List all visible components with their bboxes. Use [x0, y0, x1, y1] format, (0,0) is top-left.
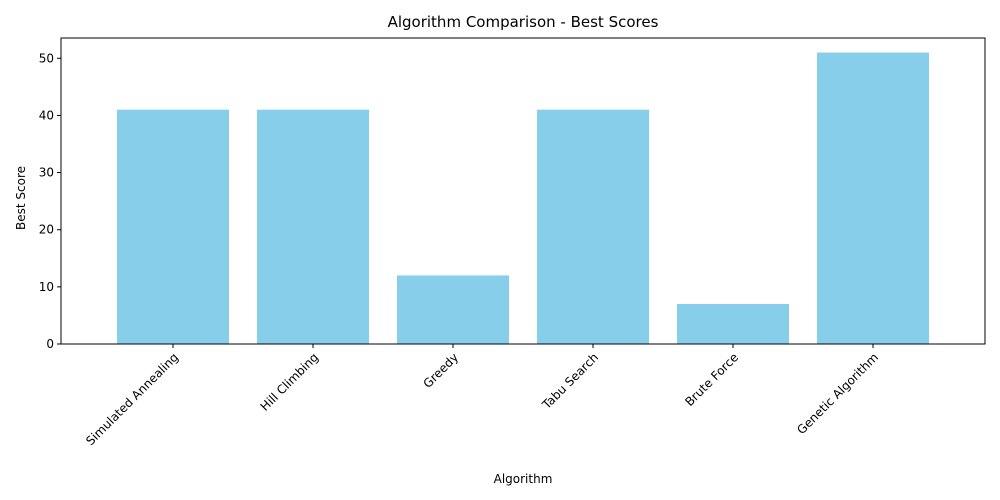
y-tick-label: 50	[39, 51, 54, 65]
y-tick-label: 10	[39, 280, 54, 294]
x-tick-label: Simulated Annealing	[83, 350, 181, 448]
x-tick-label: Brute Force	[682, 350, 741, 409]
bar-simulated-annealing	[117, 109, 229, 345]
y-axis-label: Best Score	[14, 166, 28, 230]
bar-greedy	[397, 275, 509, 344]
axes-frame	[60, 37, 986, 345]
x-tick-label: Tabu Search	[539, 350, 601, 412]
y-tick-label: 40	[39, 108, 54, 122]
bars-group	[117, 52, 929, 345]
y-tick-label: 20	[39, 223, 54, 237]
y-tick-label: 30	[39, 166, 54, 180]
x-axis-label: Algorithm	[494, 472, 553, 486]
x-ticks-group: Simulated Annealing Hill Climbing Greedy Ta…	[83, 344, 881, 448]
x-tick-label: Hill Climbing	[258, 350, 321, 413]
y-ticks-group: 0 10 20 30 40 50	[39, 51, 61, 351]
y-tick-label: 0	[46, 337, 54, 351]
x-tick-label: Genetic Algorithm	[794, 350, 881, 437]
bar-hill-climbing	[257, 109, 369, 345]
bar-genetic-algorithm	[817, 52, 929, 344]
bar-brute-force	[677, 304, 789, 344]
bar-tabu-search	[537, 109, 649, 345]
axes-group	[60, 37, 986, 345]
chart-title: Algorithm Comparison - Best Scores	[388, 13, 659, 31]
x-tick-label: Greedy	[420, 350, 461, 391]
